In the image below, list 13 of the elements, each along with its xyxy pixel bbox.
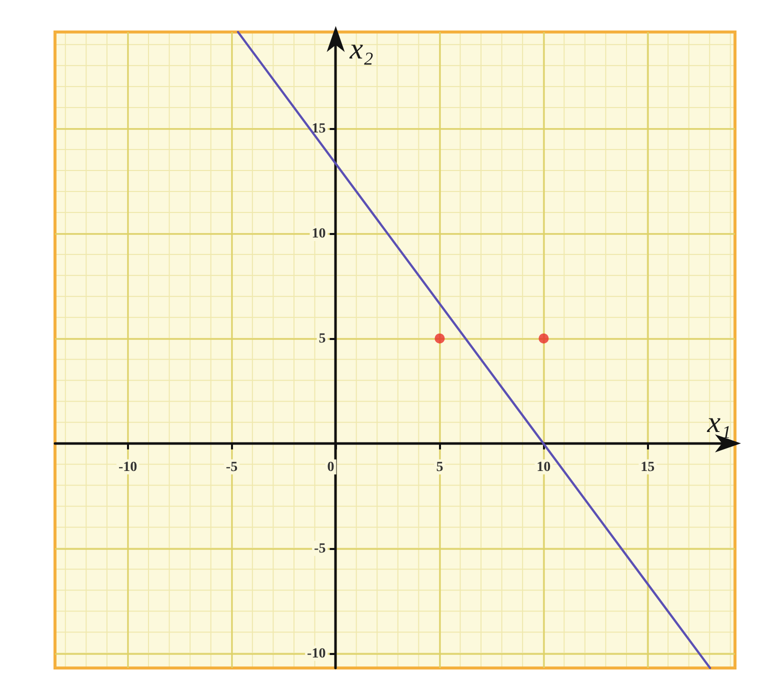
y-tick-label: -5 [314, 541, 326, 556]
y-axis-title: x₂ [348, 32, 374, 66]
y-tick-label: 15 [312, 122, 326, 137]
x-tick-label: 15 [640, 460, 655, 475]
y-tick-label: 10 [312, 226, 326, 242]
x-axis-title: x₁ [706, 406, 731, 439]
y-tick-label: 5 [318, 331, 326, 346]
y-tick-label: -10 [307, 646, 326, 662]
x-tick-label: -10 [118, 460, 138, 475]
x-tick-label: 0 [327, 460, 334, 475]
x-tick-label: 10 [536, 460, 551, 475]
x-tick-label: -5 [226, 460, 238, 475]
x-tick-label: 5 [436, 460, 444, 475]
